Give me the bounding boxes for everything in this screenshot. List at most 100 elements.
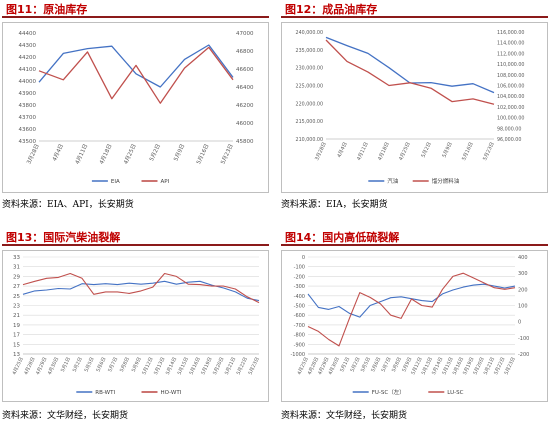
domestic-crack-chart: -1000-900-800-700-600-500-400-300-200-10… [290,255,529,396]
y-tick-label: 13 [13,352,20,358]
y2-tick-label: 45800 [236,139,254,145]
chart-title: 图13：国际汽柴油裂解 [6,231,121,244]
x-tick-label: 4月25日 [122,143,137,165]
y2-tick-label: 114,000.00 [497,41,524,47]
legend-label: API [161,179,170,185]
source-note: 资料来源：文华财经，长安期货 [281,411,408,421]
y-tick-label: 21 [13,313,20,319]
panel-crude-inventory: 图11：原油库存 43500 43600 43700 43800 43900 44000 4… [2,0,269,212]
y-tick-label: 240,000.00 [296,30,323,36]
panel-intl-crack: 图13：国际汽柴油裂解 13 15 17 19 21 23 25 27 29 31 33 4月25日 4… [2,228,269,425]
y-tick-label: 43700 [19,115,37,121]
y-tick-label: 43800 [19,103,37,109]
y-tick-label: 19 [13,323,20,329]
y-tick-label: 44200 [19,55,37,61]
x-tick-label: 5月8日 [119,356,131,373]
x-tick-label: 5月12日 [141,356,154,376]
y2-tick-label: 46800 [236,49,254,55]
y2-tick-label: 200 [518,287,528,293]
x-tick-label: 5月16日 [188,356,201,376]
y-tick-label: -800 [294,333,305,339]
y-tick-label: 27 [13,284,20,290]
y-tick-label: 235,000.00 [296,48,323,54]
legend-label: EIA [111,179,120,185]
x-tick-label: 5月2日 [72,356,84,373]
y-tick-label: 44100 [19,67,37,73]
legend-label: HO-WTI [161,390,182,396]
y-tick-label: 43900 [19,91,37,97]
y-tick-label: 33 [13,255,20,261]
y2-tick-label: 47000 [236,31,254,37]
x-tick-label: 4月18日 [98,143,113,165]
y-tick-label: 17 [13,333,20,339]
y-tick-label: -900 [294,342,305,348]
x-tick-label: 4月18日 [377,141,391,161]
crude-inventory-chart: 43500 43600 43700 43800 43900 44000 44100 44200… [19,31,254,185]
series-line-secondary [325,39,495,105]
y2-tick-label: 100 [518,304,528,310]
series-line-primary [22,280,260,302]
source-note: 资料来源：文华财经，长安期货 [2,411,129,421]
x-tick-label: 5月7日 [381,356,393,373]
x-tick-label: 5月2日 [148,143,162,162]
y-tick-label: 215,000.00 [296,119,323,125]
x-tick-label: 5月9日 [441,141,453,158]
x-tick-label: 5月8日 [391,356,403,373]
legend-label: FU-SC（左） [372,388,405,396]
y-tick-label: 220,000.00 [296,101,323,107]
y2-tick-label: 100,000.00 [497,116,524,122]
x-tick-label: 4月11日 [356,141,370,161]
x-tick-label: 4月4日 [51,143,65,162]
chart-title: 图12：成品油库存 [285,3,378,16]
x-tick-label: 5月9日 [401,356,413,373]
panel-title-bar: 图14：国内高低硫裂解 [281,228,548,246]
y-tick-label: -600 [294,313,305,319]
y-tick-label: -700 [294,323,305,329]
y2-tick-label: 46600 [236,67,254,73]
chart-title: 图11：原油库存 [6,3,88,16]
chart-title: 图14：国内高低硫裂解 [285,231,400,244]
y-tick-label: 25 [13,294,20,300]
legend-label: RB-WTI [95,390,115,396]
y-tick-label: 15 [13,342,20,348]
y2-tick-label: 98,000.00 [497,126,521,132]
x-tick-label: 4月25日 [398,141,412,161]
panel-title-bar: 图13：国际汽柴油裂解 [2,228,269,246]
x-tick-label: 4月29日 [35,356,48,376]
y2-tick-label: 108,000.00 [497,73,524,79]
y-tick-label: -100 [294,265,305,271]
x-tick-label: 5月23日 [219,143,234,165]
x-tick-label: 5月15日 [177,356,190,376]
y-tick-label: 29 [13,274,20,280]
x-tick-label: 5月1日 [60,356,72,373]
y2-tick-label: -100 [518,336,529,342]
y-tick-label: 0 [302,255,305,261]
y2-tick-label: 0 [518,320,521,326]
y2-tick-label: 300 [518,271,528,277]
y2-tick-label: 46000 [236,121,254,127]
x-tick-label: 5月13日 [153,356,166,376]
legend-label: 汽油 [387,177,399,185]
x-tick-label: 5月23日 [247,356,260,376]
y-tick-label: 23 [13,304,20,310]
series-line-primary [38,44,234,88]
legend-label: LU-SC [447,390,463,396]
series-line-primary [325,36,495,94]
x-tick-label: 5月1日 [339,356,351,373]
series-line-secondary [38,46,234,104]
y-tick-label: -400 [294,294,305,300]
y2-tick-label: 112,000.00 [497,51,524,57]
y2-tick-label: 400 [518,255,528,261]
panel-product-inventory: 图12：成品油库存 210,000.00 215,000.00 220,000.00… [281,0,548,212]
x-tick-label: 5月7日 [107,356,119,373]
y2-tick-label: -200 [518,352,529,358]
y-tick-label: 44000 [19,79,37,85]
source-note: 资料来源：EIA，长安期货 [281,200,388,210]
y2-tick-label: 116,000.00 [497,30,524,36]
x-tick-label: 5月5日 [84,356,96,373]
x-tick-label: 5月6日 [95,356,107,373]
x-tick-label: 5月9日 [172,143,186,162]
x-tick-label: 5月2日 [349,356,361,373]
x-tick-label: 5月14日 [165,356,178,376]
series-line-primary [307,283,516,318]
